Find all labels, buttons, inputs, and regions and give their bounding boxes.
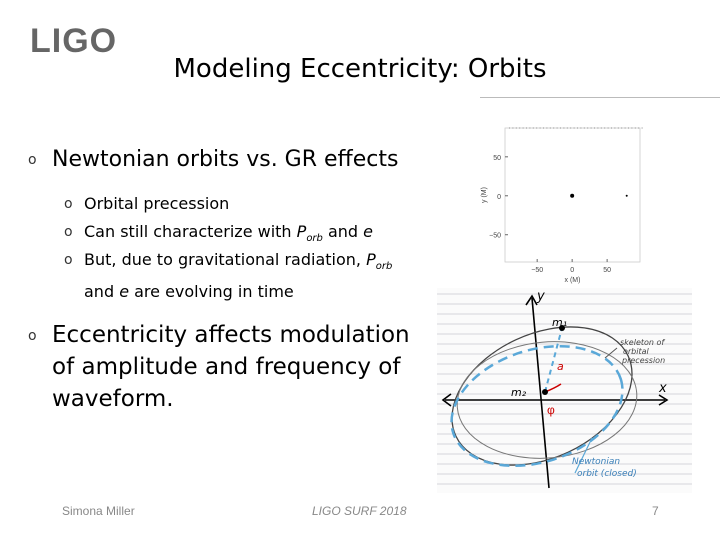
bullet-marker: o xyxy=(64,252,73,268)
label: m₂ xyxy=(511,386,527,399)
newtonian-orbit xyxy=(450,344,624,468)
bullet-marker: o xyxy=(64,196,73,212)
x-tick-label: 50 xyxy=(603,267,611,274)
logo: LIGO xyxy=(30,22,118,60)
label: φ xyxy=(547,403,555,417)
subscript: orb xyxy=(375,261,393,273)
semi-major-axis xyxy=(544,327,563,393)
pointer xyxy=(574,437,593,474)
x-tick-label: 0 xyxy=(570,267,574,274)
sub-bullet: Orbital precession xyxy=(84,191,404,217)
orbit-point xyxy=(625,194,628,197)
sub-bullet: Can still characterize with Porb and e xyxy=(84,219,404,252)
label: orbital xyxy=(623,347,650,356)
y-tick-label: 50 xyxy=(493,155,501,162)
label: Newtonian xyxy=(572,457,620,467)
y-tick-label: 0 xyxy=(497,194,501,201)
label: precession xyxy=(621,356,665,365)
bullet-marker: o xyxy=(64,224,73,240)
arrow xyxy=(525,294,538,306)
y-tick-label: −50 xyxy=(489,233,501,240)
mass xyxy=(559,325,565,331)
orbit-point xyxy=(570,193,575,198)
footer-event: LIGO SURF 2018 xyxy=(312,504,407,518)
bullet-marker: o xyxy=(28,328,37,344)
text: and xyxy=(84,282,120,302)
orbit-outline xyxy=(456,341,638,459)
title-rule xyxy=(480,97,720,98)
symbol: P xyxy=(296,222,307,241)
page-number: 7 xyxy=(652,504,659,518)
y-axis xyxy=(531,297,550,489)
label: x xyxy=(658,381,667,396)
subscript: orb xyxy=(306,233,323,245)
label: y xyxy=(536,289,545,304)
bullet-text: Newtonian orbits vs. GR effects xyxy=(52,147,399,172)
pointer xyxy=(604,347,618,359)
arrow xyxy=(658,394,669,406)
text: Can still characterize with xyxy=(84,222,297,241)
orbit-plot: 50 0 −50 −50 0 50 x (M) y (M) xyxy=(481,127,643,284)
text: But, due to gravitational radiation, xyxy=(84,250,367,269)
label: orbit (closed) xyxy=(577,469,637,479)
label: m₁ xyxy=(552,316,567,329)
orbit-sketch: y x m₁ m₂ a φ skeleton of orbital preces… xyxy=(437,288,692,493)
text: Orbital precession xyxy=(84,194,230,213)
x-axis-label: x (M) xyxy=(565,277,581,284)
symbol: e xyxy=(363,222,374,241)
orbit-outline xyxy=(451,326,633,466)
text: are evolving in time xyxy=(129,282,294,302)
text: and xyxy=(322,222,364,241)
bullet-text: Eccentricity affects modulation of ampli… xyxy=(52,322,410,412)
bullet-marker: o xyxy=(28,152,37,168)
y-axis-label: y (M) xyxy=(481,187,488,203)
sub-bullet: But, due to gravitational radiation, Por… xyxy=(84,247,394,304)
slide-title: Modeling Eccentricity: Orbits xyxy=(173,54,547,84)
symbol: e xyxy=(119,282,130,302)
mass xyxy=(542,389,548,395)
arrow xyxy=(441,393,452,407)
label: skeleton of xyxy=(620,338,665,347)
footer-author: Simona Miller xyxy=(62,504,135,518)
symbol: P xyxy=(366,250,376,269)
label: a xyxy=(557,360,564,373)
x-tick-label: −50 xyxy=(531,267,543,274)
